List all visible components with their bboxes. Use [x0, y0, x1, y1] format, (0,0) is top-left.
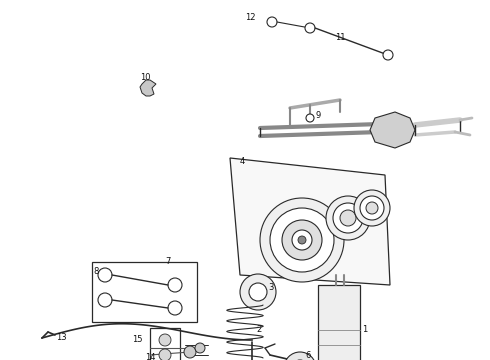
Text: 7: 7	[165, 257, 171, 266]
Circle shape	[159, 334, 171, 346]
Text: 13: 13	[56, 333, 67, 342]
Circle shape	[326, 196, 370, 240]
Text: 9: 9	[315, 111, 320, 120]
Bar	[318, 285, 360, 360]
Text: 3: 3	[268, 284, 273, 292]
Circle shape	[298, 236, 306, 244]
Circle shape	[366, 202, 378, 214]
Polygon shape	[230, 158, 390, 285]
Text: 10: 10	[140, 73, 150, 82]
Circle shape	[168, 278, 182, 292]
Circle shape	[383, 50, 393, 60]
Text: 14: 14	[145, 354, 155, 360]
Circle shape	[284, 352, 316, 360]
Circle shape	[260, 198, 344, 282]
Circle shape	[305, 23, 315, 33]
Circle shape	[306, 114, 314, 122]
Circle shape	[267, 17, 277, 27]
Bar	[92, 262, 197, 322]
Text: 8: 8	[93, 267, 98, 276]
Polygon shape	[370, 112, 415, 148]
Circle shape	[333, 203, 363, 233]
Text: 4: 4	[240, 158, 245, 166]
Polygon shape	[140, 80, 156, 96]
Circle shape	[270, 208, 334, 272]
Circle shape	[340, 210, 356, 226]
Circle shape	[168, 301, 182, 315]
Text: 1: 1	[362, 325, 367, 334]
Circle shape	[159, 349, 171, 360]
Bar	[150, 328, 180, 360]
Text: 2: 2	[256, 325, 261, 334]
Circle shape	[195, 343, 205, 353]
Circle shape	[184, 346, 196, 358]
Circle shape	[282, 220, 322, 260]
Circle shape	[240, 274, 276, 310]
Text: 15: 15	[132, 336, 143, 345]
Text: 12: 12	[245, 13, 255, 22]
Circle shape	[98, 268, 112, 282]
Text: 6: 6	[305, 351, 310, 360]
Circle shape	[292, 230, 312, 250]
Circle shape	[360, 196, 384, 220]
Circle shape	[249, 283, 267, 301]
Circle shape	[98, 293, 112, 307]
Text: 11: 11	[335, 33, 345, 42]
Circle shape	[354, 190, 390, 226]
